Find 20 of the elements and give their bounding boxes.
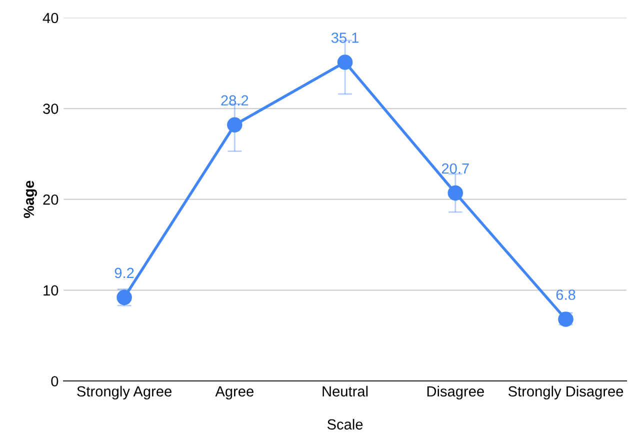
data-label: 6.8 (556, 290, 576, 300)
y-tick-label: 20 (43, 194, 58, 205)
y-tick-label: 0 (51, 376, 58, 386)
y-tick-label: 30 (43, 104, 58, 114)
x-tick-label: Strongly Agree (77, 386, 172, 400)
data-label: 9.2 (114, 268, 134, 278)
x-axis-title: Scale (327, 418, 363, 430)
x-tick-label: Disagree (427, 386, 484, 400)
x-tick-label: Strongly Disagree (508, 386, 624, 400)
y-tick-label: 10 (44, 285, 58, 296)
data-label: 35.1 (331, 32, 359, 43)
y-axis-title: %age (24, 180, 37, 218)
point (448, 185, 464, 201)
point (227, 117, 242, 133)
x-tick-label: Agree (215, 386, 254, 400)
x-tick-label: Neutral (322, 386, 368, 397)
point (337, 54, 353, 70)
data-label: 20.7 (442, 163, 469, 174)
y-tick-label: 40 (42, 12, 58, 24)
data-label: 28.2 (221, 95, 248, 106)
